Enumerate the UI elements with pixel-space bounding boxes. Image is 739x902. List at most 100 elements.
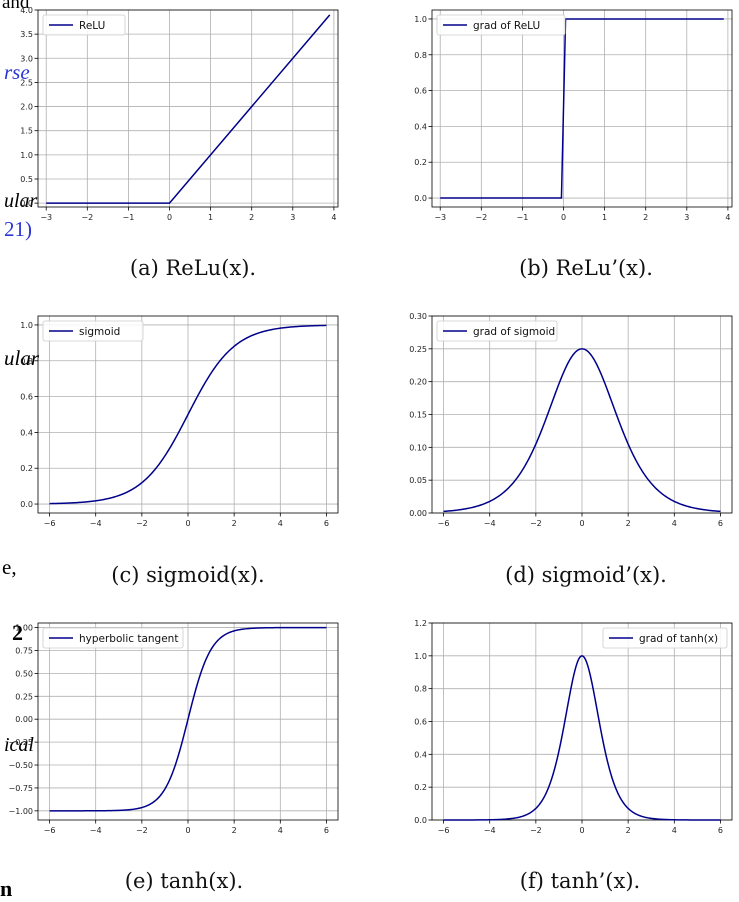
x-tick-label: −2 [530, 826, 542, 835]
caption-sigmoid: (c) sigmoid(x). [111, 563, 265, 587]
x-tick-label: 0 [579, 519, 584, 528]
x-tick-label: 0 [579, 826, 584, 835]
y-tick-label: 0.8 [20, 357, 33, 366]
legend: grad of sigmoid [436, 320, 558, 342]
y-tick-label: 0.75 [15, 646, 33, 655]
y-tick-label: 0.6 [414, 87, 427, 96]
x-tick-label: −1 [123, 213, 135, 222]
bleed-text-n: n [0, 876, 13, 901]
y-tick-label: 0.20 [409, 378, 427, 387]
x-tick-label: 4 [278, 826, 283, 835]
x-tick-label: 6 [718, 826, 723, 835]
x-tick-label: 2 [626, 826, 631, 835]
plot-b: −3 −2 −1 0 1 2 3 4 0.0 0.2 0.4 0.6 0.8 1.0 grad of ReL… [414, 9, 733, 222]
plot-f: −6 −4 −2 0 2 4 6 0.0 0.2 0.4 0.6 0.8 1.0 1.2 grad of t… [414, 619, 733, 835]
x-tick-label: −2 [81, 213, 93, 222]
x-tick-label: 2 [626, 519, 631, 528]
series-line [443, 348, 721, 513]
y-tick-label: 1.0 [20, 321, 33, 330]
y-tick-label: 0.00 [409, 509, 427, 518]
legend: hyperbolic tangent [42, 627, 184, 649]
y-tick-label: 0.15 [409, 411, 427, 420]
y-tick-label: 0.4 [20, 428, 33, 437]
x-tick-label: 2 [643, 213, 648, 222]
x-tick-label: 1 [208, 213, 213, 222]
y-tick-label: 0.25 [409, 345, 427, 354]
bleed-text-2: 2 [12, 620, 23, 645]
y-tick-label: 0.2 [20, 464, 33, 473]
y-tick-label: 0.0 [20, 199, 33, 208]
plot-frame [37, 9, 339, 208]
y-tick-label: −0.75 [8, 784, 33, 793]
x-tick-label: −4 [90, 826, 102, 835]
bleed-text-and: and [2, 0, 30, 13]
y-tick-label: 1.0 [414, 652, 427, 661]
bleed-text-rse: rse [4, 60, 30, 84]
x-tick-label: 4 [725, 213, 730, 222]
x-tick-label: 0 [185, 826, 190, 835]
x-tick-label: 3 [290, 213, 295, 222]
y-tick-label: −1.00 [8, 807, 33, 816]
y-tick-label: 0.4 [414, 750, 427, 759]
caption-sigmoid-grad: (d) sigmoid’(x). [505, 563, 667, 587]
series-line [49, 324, 327, 505]
series-line [49, 626, 327, 812]
y-tick-label: 0.4 [414, 122, 427, 131]
x-tick-label: 6 [718, 519, 723, 528]
legend: sigmoid [42, 320, 144, 342]
x-tick-label: 3 [684, 213, 689, 222]
bleed-text-ular-2: ular [4, 346, 40, 370]
y-tick-label: 0.0 [20, 500, 33, 509]
legend: ReLU [42, 14, 126, 36]
caption-relu-grad: (b) ReLu’(x). [519, 256, 653, 280]
y-tick-label: 1.0 [414, 15, 427, 24]
x-tick-label: 4 [672, 519, 677, 528]
x-tick-label: −2 [475, 213, 487, 222]
x-tick-label: 4 [278, 519, 283, 528]
caption-relu: (a) ReLu(x). [129, 256, 257, 280]
y-tick-label: 0.8 [414, 51, 427, 60]
y-tick-label: 0.50 [15, 669, 33, 678]
y-tick-label: 0.10 [409, 443, 427, 452]
x-tick-label: −6 [438, 519, 450, 528]
y-tick-label: 1.5 [20, 127, 33, 136]
plot-a: −3 −2 −1 0 1 2 3 4 0.0 0.5 1.0 1.5 2.0 2.5 3.0 3.5 4.0 Re… [20, 6, 339, 222]
plot-frame [431, 9, 733, 208]
legend-label: grad of tanh(x) [639, 633, 718, 645]
legend-box [436, 320, 558, 342]
x-tick-label: −2 [136, 826, 148, 835]
x-tick-label: 2 [249, 213, 254, 222]
y-tick-label: 3.0 [20, 54, 33, 63]
legend-box [436, 14, 566, 36]
y-tick-label: 4.0 [20, 6, 33, 15]
x-tick-label: 6 [324, 519, 329, 528]
y-tick-label: 0.2 [414, 158, 427, 167]
legend-label: ReLU [79, 20, 105, 32]
y-tick-label: 0.00 [15, 715, 33, 724]
caption-tanh-grad: (f) tanh’(x). [519, 869, 641, 893]
plot-d: −6 −4 −2 0 2 4 6 0.00 0.05 0.10 0.15 0.20 0.25 0.30 gr… [409, 312, 733, 528]
legend-label: hyperbolic tangent [79, 633, 178, 645]
y-tick-label: 1.00 [15, 624, 33, 633]
y-tick-label: 0.30 [409, 312, 427, 321]
x-tick-label: −1 [517, 213, 529, 222]
y-tick-label: 0.6 [20, 393, 33, 402]
x-tick-label: 4 [672, 826, 677, 835]
y-tick-label: 1.0 [20, 151, 33, 160]
y-tick-label: 0.25 [15, 692, 33, 701]
y-tick-label: 0.8 [414, 685, 427, 694]
x-tick-label: 0 [185, 519, 190, 528]
bleed-text-ical: ical [4, 734, 34, 756]
legend-label: grad of ReLU [473, 20, 540, 32]
y-tick-label: 1.2 [414, 619, 427, 628]
x-tick-label: −6 [44, 826, 56, 835]
x-tick-label: 4 [331, 213, 336, 222]
x-tick-label: −4 [484, 519, 496, 528]
caption-tanh: (e) tanh(x). [124, 869, 244, 893]
x-tick-label: −6 [438, 826, 450, 835]
y-tick-label: 0.0 [414, 194, 427, 203]
legend-label: sigmoid [79, 326, 120, 338]
x-tick-label: −2 [136, 519, 148, 528]
